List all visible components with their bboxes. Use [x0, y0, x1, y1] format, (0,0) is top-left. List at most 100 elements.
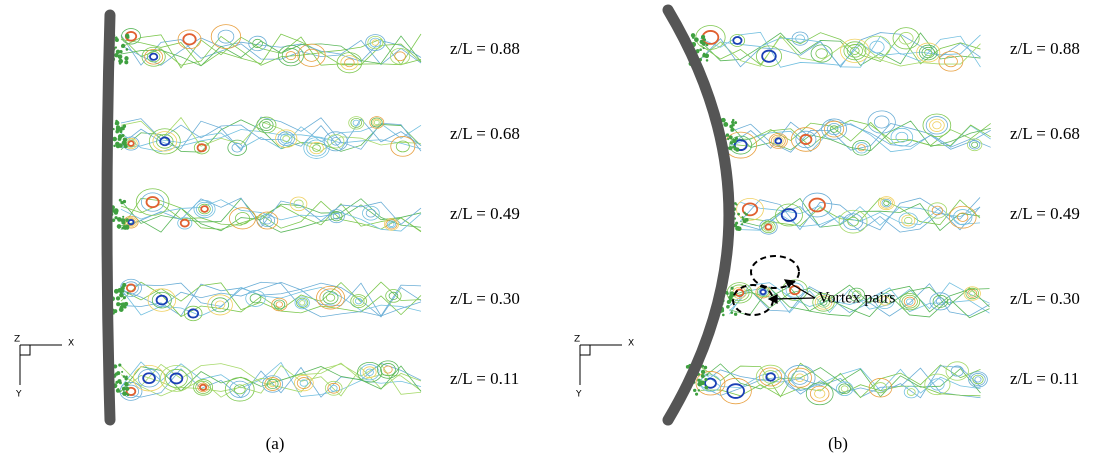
shear-noise — [119, 303, 121, 305]
contour-ring — [958, 213, 968, 222]
shear-noise — [731, 287, 734, 290]
contour-ring — [276, 302, 282, 308]
shear-noise — [113, 145, 115, 147]
shear-noise — [735, 226, 740, 231]
contour-ring — [905, 217, 913, 223]
shear-noise — [728, 146, 732, 150]
shear-noise — [122, 128, 125, 131]
contour-ring — [345, 59, 355, 67]
station-label: z/L = 0.88 — [450, 39, 520, 58]
shear-noise — [726, 292, 729, 295]
shear-noise — [700, 381, 705, 386]
contour-ring — [816, 49, 828, 59]
shear-noise — [706, 59, 709, 62]
contour-ring — [696, 25, 725, 49]
shear-noise — [115, 46, 117, 48]
contour-ring — [274, 300, 285, 309]
station-label: z/L = 0.30 — [1010, 289, 1080, 308]
contour-ring — [381, 363, 396, 375]
contour-ring — [737, 198, 764, 220]
shear-noise — [729, 135, 733, 139]
station-label: z/L = 0.11 — [1010, 369, 1079, 388]
shear-noise — [737, 213, 740, 216]
shear-noise — [704, 378, 707, 381]
contour-ring — [283, 136, 290, 142]
contour-ring — [923, 114, 951, 137]
contour-ring — [975, 377, 981, 382]
contour-ring — [183, 34, 195, 44]
shear-noise — [127, 292, 129, 294]
shear-noise — [126, 225, 130, 229]
contour-ring — [864, 36, 891, 58]
shear-noise — [115, 121, 120, 126]
shear-noise — [114, 289, 119, 294]
contour-ring — [147, 197, 159, 207]
shear-noise — [729, 298, 732, 301]
contour-ring — [300, 301, 305, 306]
contour-ring — [811, 45, 832, 62]
vorticity-contours — [106, 25, 990, 405]
contour-ring — [122, 29, 141, 44]
shear-noise — [697, 49, 700, 52]
axis-z: Z — [14, 335, 20, 345]
shear-noise — [699, 48, 702, 51]
shear-noise — [118, 143, 123, 148]
shear-noise — [121, 371, 123, 373]
shear-noise — [119, 293, 124, 298]
contour-ring — [760, 220, 778, 235]
contour-ring — [727, 384, 744, 398]
contour-ring — [900, 293, 920, 309]
shear-noise — [693, 389, 696, 392]
contour-ring — [194, 200, 215, 217]
shear-noise — [701, 35, 705, 39]
shear-noise — [698, 389, 700, 391]
shear-noise — [124, 56, 128, 60]
shear-noise — [729, 125, 733, 129]
contour-ring — [211, 25, 240, 49]
contour-ring — [128, 220, 133, 224]
axis-z: Z — [574, 335, 580, 345]
contour-ring — [152, 292, 171, 308]
station-label: z/L = 0.88 — [1010, 39, 1080, 58]
contour-ring — [964, 287, 980, 300]
shear-noise — [701, 374, 705, 378]
contour-ring — [366, 209, 375, 217]
shear-noise — [734, 313, 737, 316]
shear-noise — [119, 62, 122, 65]
shear-noise — [741, 223, 743, 225]
caption: (a) — [266, 434, 285, 453]
contour-ring — [181, 220, 189, 227]
contour-ring — [899, 32, 913, 44]
shear-noise — [727, 138, 729, 140]
axis-triad — [20, 345, 62, 385]
shear-noise — [115, 372, 118, 375]
shear-noise — [704, 386, 708, 390]
shear-noise — [118, 137, 122, 141]
shear-noise — [123, 200, 126, 203]
contour-ring — [868, 111, 895, 133]
shear-noise — [112, 137, 117, 142]
shear-noise — [694, 37, 699, 42]
contour-ring — [366, 35, 385, 51]
shear-noise — [114, 210, 118, 214]
shear-noise — [730, 128, 734, 132]
axis-triad — [580, 345, 622, 385]
contour-ring — [891, 128, 913, 146]
shear-noise — [119, 130, 122, 133]
shear-noise — [123, 138, 127, 142]
shear-noise — [691, 33, 695, 37]
contour-ring — [733, 37, 741, 44]
shear-noise — [116, 296, 120, 300]
contour-ring — [384, 218, 398, 230]
station-label: z/L = 0.30 — [450, 289, 520, 308]
shear-noise — [118, 363, 121, 366]
shear-noise — [126, 48, 129, 51]
shear-noise — [115, 381, 118, 384]
contour-ring — [250, 294, 261, 303]
shear-noise — [124, 60, 128, 64]
contour-ring — [953, 210, 972, 225]
caption: (b) — [828, 434, 848, 453]
contour-line — [121, 282, 421, 316]
shear-noise — [744, 212, 746, 214]
shear-noise — [127, 394, 130, 397]
